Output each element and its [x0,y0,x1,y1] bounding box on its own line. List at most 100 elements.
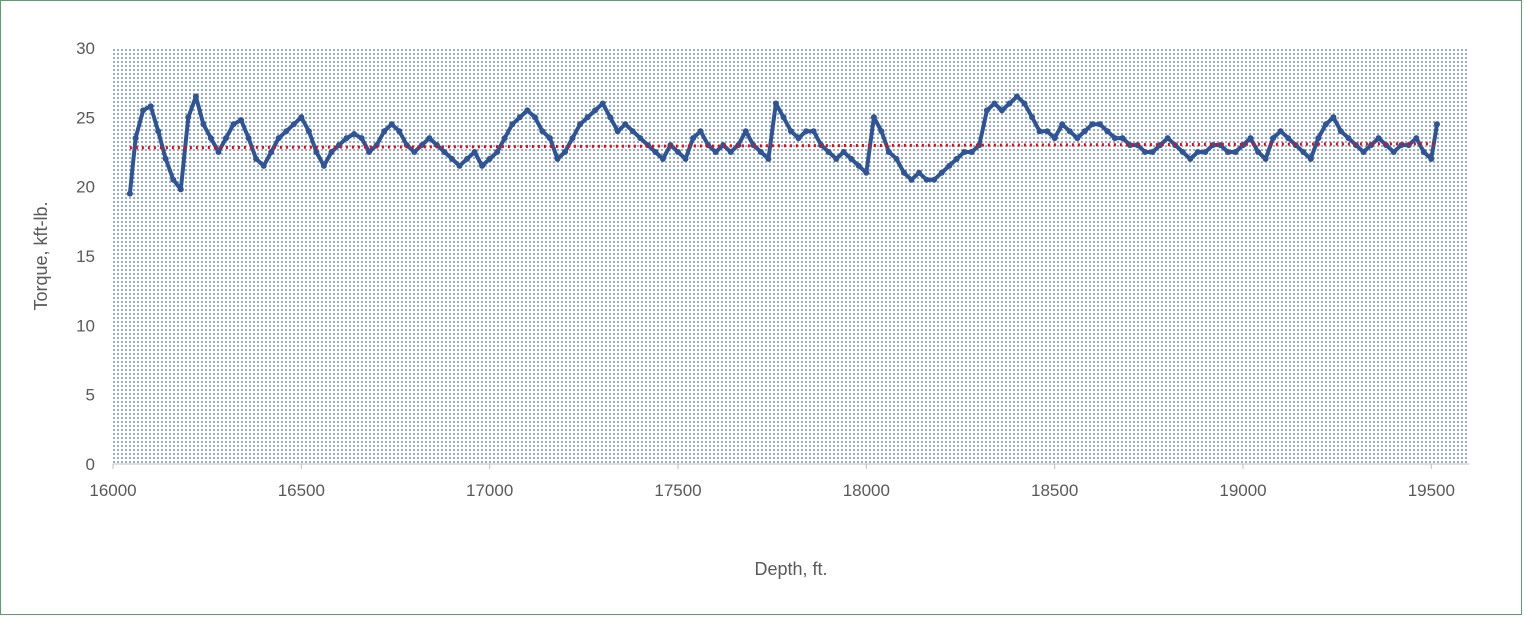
torque-data-point [1074,135,1081,142]
torque-data-point [998,107,1005,114]
torque-data-point [690,135,697,142]
y-tick-label: 5 [86,386,95,405]
torque-data-point [366,149,373,155]
y-tick-label: 25 [76,108,95,127]
torque-data-point [599,100,606,107]
torque-data-point [953,155,960,162]
trend-line [129,142,1438,150]
torque-data-point [803,128,810,135]
torque-data-point [1337,128,1344,135]
torque-data-point [1360,149,1367,155]
torque-data-point [562,149,568,155]
torque-data-point [938,169,945,176]
torque-data-point [1089,121,1096,128]
torque-data-point [991,100,998,107]
x-tick-label: 19000 [1219,481,1266,500]
torque-data-point [207,135,214,142]
torque-data-point [253,155,260,162]
torque-data-point [1420,149,1427,155]
torque-data-point [757,149,764,155]
torque-data-point [1224,149,1231,155]
torque-data-point [177,186,184,193]
torque-data-point [1300,149,1307,155]
torque-data-point [584,114,591,121]
torque-data-point [1142,149,1149,155]
torque-data-point [1255,149,1262,155]
torque-data-point [471,149,478,155]
x-tick-label: 18000 [843,481,890,500]
torque-data-point [712,149,719,155]
torque-data-point [1330,114,1337,121]
torque-data-point [268,149,275,155]
torque-data-point [1036,128,1043,135]
torque-data-point [381,128,388,135]
x-tick-label: 18500 [1031,481,1078,500]
torque-data-point [464,155,471,162]
y-tick-label: 30 [76,39,95,58]
torque-data-point [870,114,877,121]
torque-data-point [1059,121,1066,128]
plot-area [113,48,1469,464]
torque-data-point [275,135,282,142]
torque-data-point [223,135,229,142]
torque-data-point [1285,135,1292,142]
torque-data-point [1021,100,1028,107]
torque-data-point [675,149,681,155]
torque-data-point [1157,142,1164,149]
torque-data-point [298,114,305,121]
torque-data-point [1119,135,1126,142]
torque-data-point [126,190,133,197]
torque-data-point [652,149,659,155]
torque-data-point [1307,155,1314,162]
torque-data-point [358,135,365,142]
torque-data-point [313,149,320,155]
torque-data-point [855,162,862,169]
torque-data-point [343,135,350,142]
x-tick-label: 16000 [89,481,136,500]
torque-data-point [486,155,493,162]
torque-data-point [659,155,666,162]
y-tick-label: 20 [76,178,95,197]
torque-data-point [396,128,403,135]
torque-data-point [893,155,900,162]
torque-data-point [1051,135,1058,142]
torque-data-point [290,121,297,128]
torque-data-point [283,128,290,135]
torque-data-point [682,155,689,162]
torque-data-point [426,135,433,142]
torque-data-point [1413,135,1420,142]
torque-data-point [908,176,915,183]
torque-data-point [1428,155,1435,162]
torque-data-point [772,100,779,107]
torque-data-point [1149,149,1156,155]
torque-data-point [411,149,418,155]
torque-data-point [305,128,312,135]
torque-data-point [825,149,832,155]
torque-data-point [1096,121,1103,128]
torque-data-point [1345,135,1352,142]
torque-data-point [328,149,335,155]
torque-data-point [1434,121,1440,128]
torque-data-point [629,128,636,135]
torque-data-point [810,128,817,135]
torque-data-point [968,149,975,155]
torque-data-point [1270,135,1277,142]
torque-data-point [200,121,207,128]
torque-data-point [765,155,772,162]
torque-data-point [170,176,177,183]
torque-data-point [449,155,455,162]
torque-data-point [162,155,169,162]
torque-data-point [863,169,870,176]
torque-data-point [1029,114,1036,121]
torque-data-point [780,114,787,121]
x-axis-title: Depth, ft. [754,559,827,579]
torque-data-point [403,142,410,149]
torque-data-point [1014,93,1020,100]
torque-data-point [320,162,327,169]
torque-data-point [1390,149,1397,155]
torque-data-point [916,169,923,176]
torque-data-point [577,121,584,128]
torque-data-point [1247,135,1254,142]
torque-data-point [479,162,486,169]
